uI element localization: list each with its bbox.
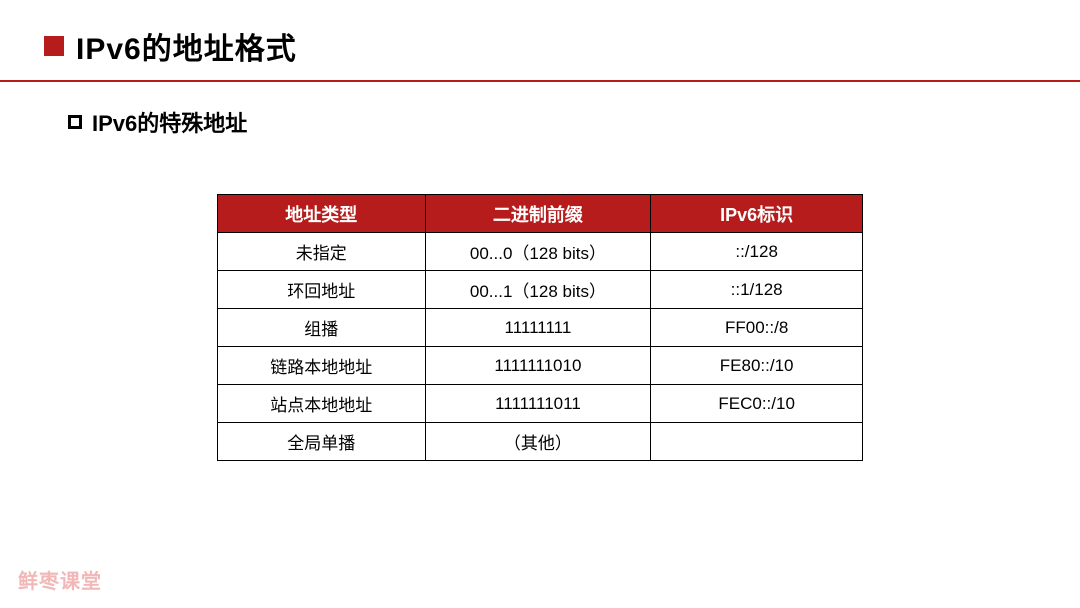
sub-header: IPv6的特殊地址 <box>0 82 1080 138</box>
cell-prefix: 00...1（128 bits） <box>425 271 651 309</box>
ipv6-address-table: 地址类型 二进制前缀 IPv6标识 未指定 00...0（128 bits） :… <box>217 194 863 461</box>
cell-type: 全局单播 <box>218 423 426 461</box>
cell-type: 环回地址 <box>218 271 426 309</box>
col-header-prefix: 二进制前缀 <box>425 195 651 233</box>
cell-ident: ::1/128 <box>651 271 863 309</box>
table-row: 站点本地地址 1111111011 FEC0::/10 <box>218 385 863 423</box>
cell-type: 链路本地地址 <box>218 347 426 385</box>
sub-bullet-icon <box>68 115 82 129</box>
cell-type: 组播 <box>218 309 426 347</box>
cell-ident: ::/128 <box>651 233 863 271</box>
table-row: 全局单播 （其他） <box>218 423 863 461</box>
table-row: 链路本地地址 1111111010 FE80::/10 <box>218 347 863 385</box>
table-container: 地址类型 二进制前缀 IPv6标识 未指定 00...0（128 bits） :… <box>0 194 1080 461</box>
cell-ident <box>651 423 863 461</box>
cell-type: 未指定 <box>218 233 426 271</box>
col-header-type: 地址类型 <box>218 195 426 233</box>
cell-prefix: 00...0（128 bits） <box>425 233 651 271</box>
cell-prefix: （其他） <box>425 423 651 461</box>
table-row: 环回地址 00...1（128 bits） ::1/128 <box>218 271 863 309</box>
table-row: 未指定 00...0（128 bits） ::/128 <box>218 233 863 271</box>
cell-ident: FEC0::/10 <box>651 385 863 423</box>
header-bullet-icon <box>44 36 64 56</box>
cell-prefix: 11111111 <box>425 309 651 347</box>
table-row: 组播 11111111 FF00::/8 <box>218 309 863 347</box>
col-header-ident: IPv6标识 <box>651 195 863 233</box>
cell-type: 站点本地地址 <box>218 385 426 423</box>
table-header-row: 地址类型 二进制前缀 IPv6标识 <box>218 195 863 233</box>
sub-title: IPv6的特殊地址 <box>92 106 247 138</box>
cell-ident: FE80::/10 <box>651 347 863 385</box>
page-title: IPv6的地址格式 <box>76 24 297 68</box>
slide-header: IPv6的地址格式 <box>0 0 1080 68</box>
watermark-text: 鲜枣课堂 <box>18 565 102 594</box>
cell-ident: FF00::/8 <box>651 309 863 347</box>
cell-prefix: 1111111011 <box>425 385 651 423</box>
cell-prefix: 1111111010 <box>425 347 651 385</box>
